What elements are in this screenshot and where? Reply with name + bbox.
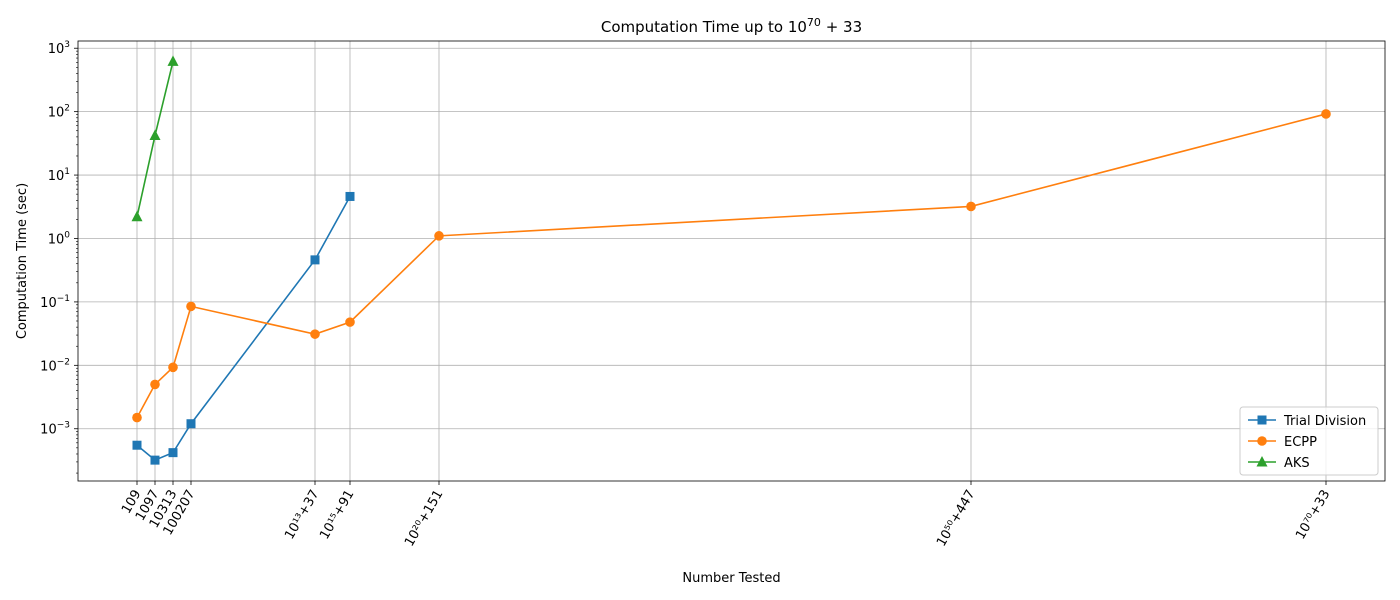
series-layer <box>131 55 1331 465</box>
chart-title-exponent: 70 <box>807 16 821 29</box>
ecpp-point <box>966 201 976 212</box>
legend: Trial Division ECPP AKS <box>1239 406 1379 476</box>
legend-label: AKS <box>1284 456 1310 471</box>
trial-division-point <box>186 419 196 429</box>
ecpp-point <box>1321 109 1331 119</box>
x-tick-label: 10⁷⁰+33 <box>1293 488 1333 543</box>
x-axis-label: Number Tested <box>682 571 780 586</box>
y-tick-label: 100 <box>48 230 71 247</box>
y-tick-label: 10−3 <box>40 421 70 438</box>
series-trial-division <box>132 191 355 465</box>
ecpp-point <box>345 317 355 327</box>
ecpp-point <box>186 301 196 312</box>
series-ecpp <box>132 109 1331 423</box>
aks-point <box>131 210 143 222</box>
legend-item-ecpp: ECPP <box>1248 435 1317 450</box>
x-tick-label: 10⁵⁰+447 <box>934 488 978 550</box>
x-tick-label: 10²⁰+151 <box>402 488 446 550</box>
trial-division-point <box>150 455 160 465</box>
ecpp-point <box>132 412 142 423</box>
aks-point <box>149 129 161 141</box>
legend-item-trial-division: Trial Division <box>1248 414 1366 429</box>
y-tick-label: 102 <box>48 104 70 121</box>
legend-swatch-marker <box>1257 436 1267 446</box>
legend-label: ECPP <box>1284 435 1317 450</box>
ecpp-point <box>150 379 160 390</box>
chart-title: Computation Time up to 1070 + 33 <box>601 16 862 36</box>
ecpp-point <box>310 329 320 339</box>
legend-swatch-marker <box>1256 456 1268 467</box>
legend-label: Trial Division <box>1283 414 1366 429</box>
aks-point <box>167 55 179 66</box>
y-axis-label: Computation Time (sec) <box>15 183 30 339</box>
y-tick-label: 10−1 <box>40 294 70 311</box>
legend-swatch-marker <box>1257 415 1267 425</box>
legend-box <box>1239 406 1379 476</box>
y-tick-label: 10−2 <box>40 357 70 374</box>
x-tick-label: 10¹³+37 <box>282 488 322 543</box>
chart-title-prefix: Computation Time up to 10 <box>601 18 807 36</box>
trial-division-point <box>345 191 355 201</box>
trial-division-point <box>168 448 178 458</box>
series-aks <box>131 55 179 222</box>
plot-frame <box>77 40 1386 482</box>
y-tick-label: 101 <box>48 167 70 184</box>
chart-title-suffix: + 33 <box>821 18 862 36</box>
trial-division-point <box>132 440 142 450</box>
trial-division-line <box>136 196 351 462</box>
x-tick-label: 10¹⁵+91 <box>317 488 357 543</box>
trial-division-point <box>310 255 320 265</box>
y-axis: 10−3 10−2 10−1 100 101 102 103 <box>40 40 78 474</box>
y-tick-label: 103 <box>48 40 70 57</box>
ecpp-point <box>168 362 178 373</box>
ecpp-point <box>434 231 444 241</box>
legend-item-aks: AKS <box>1248 456 1310 471</box>
grid <box>78 41 1385 481</box>
